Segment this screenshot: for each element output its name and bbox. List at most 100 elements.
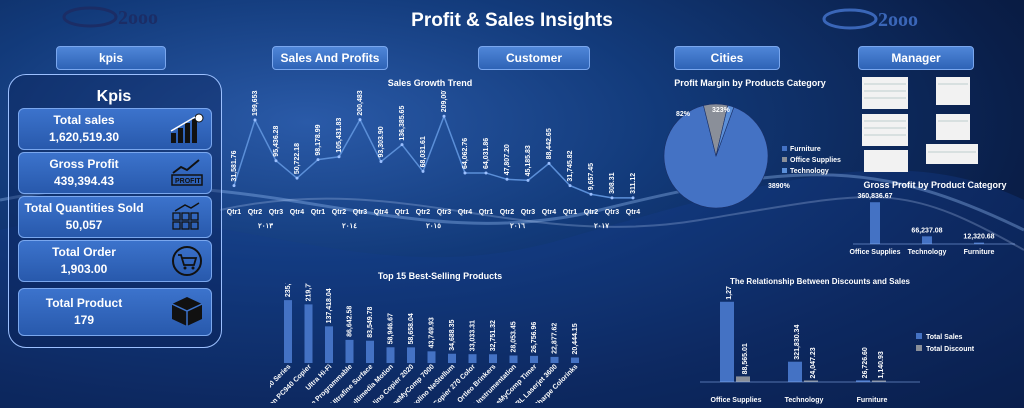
ds-data-label: 321,830.34 — [794, 325, 801, 360]
nav-cities-button[interactable]: Cities — [674, 46, 780, 70]
nav-manager-button[interactable]: Manager — [858, 46, 974, 70]
sales-data-label: 64,062.76 — [462, 138, 469, 169]
kpi-value: 1,903.00 — [60, 262, 108, 276]
quarter-tick-label: Qtr4 — [458, 209, 473, 216]
kpi-label: Total Order — [52, 245, 116, 259]
kpi-label: Gross Profit — [49, 157, 119, 171]
quarter-tick-label: Qtr4 — [374, 209, 389, 216]
sales-data-label: 98,178.99 — [315, 124, 322, 155]
pie-label-office: 323% — [712, 107, 731, 114]
gp-data-label: 12,320.68 — [963, 234, 994, 241]
product-bar — [304, 304, 313, 363]
product-bar — [427, 351, 436, 363]
nav-customer-button[interactable]: Customer — [478, 46, 590, 70]
product-data-label: 28,053.45 — [511, 321, 518, 352]
product-bar — [550, 356, 559, 363]
pie-slice — [715, 105, 735, 157]
product-data-label: 33,033.31 — [470, 320, 477, 351]
quarter-tick-label: Qtr1 — [479, 209, 494, 216]
sales-data-label: 311.12 — [630, 173, 637, 194]
sales-point — [295, 176, 299, 180]
kpi-label: Total sales — [53, 113, 115, 127]
quarter-tick-label: Qtr4 — [542, 209, 557, 216]
kpi-label: Total Quantities Sold — [24, 201, 144, 215]
brand-logo-left: 2ooo — [62, 6, 158, 29]
sales-data-label: 209,007.95 — [441, 90, 448, 112]
sales-growth-title: Sales Growth Trend — [387, 78, 473, 88]
sales-point — [484, 171, 488, 175]
quarter-tick-label: Qtr2 — [416, 209, 431, 216]
product-data-label: 26,756.96 — [531, 322, 538, 353]
nav-sales-profits-button[interactable]: Sales And Profits — [272, 46, 388, 70]
quarter-tick-label: Qtr3 — [269, 209, 284, 216]
gp-category-label: Furniture — [964, 249, 995, 256]
quarter-tick-label: Qtr2 — [500, 209, 515, 216]
sales-data-label: 105,431.83 — [336, 118, 343, 153]
product-data-label: 32,751.32 — [490, 320, 497, 351]
product-data-label: 34,688.35 — [449, 320, 456, 351]
product-data-label: 20,444.15 — [572, 323, 579, 354]
gross-profit-bar-chart: 360,836.67 Office Supplies 66,237.08 Techno… — [850, 193, 1015, 256]
svg-text:PROFIT: PROFIT — [175, 178, 201, 185]
sales-point — [253, 118, 257, 122]
sales-data-label: 64,031.86 — [483, 138, 490, 169]
sales-data-label: 45,185.83 — [525, 145, 532, 176]
kpi-value: 50,057 — [65, 218, 103, 232]
gp-data-label: 66,237.08 — [911, 227, 942, 234]
top-products-title: Top 15 Best-Selling Products — [377, 271, 503, 281]
ds-legend-swatch — [916, 333, 922, 339]
brand-logo-right: 2ooo — [822, 8, 918, 31]
ds-bar — [720, 301, 734, 382]
quarter-tick-label: Qtr3 — [605, 209, 620, 216]
ds-data-label: 88,565.01 — [742, 343, 749, 374]
legend-swatch — [782, 168, 787, 173]
sales-data-label: 68,031.61 — [420, 136, 427, 167]
sales-point — [589, 192, 593, 196]
quarter-tick-label: Qtr4 — [290, 209, 305, 216]
nav-kpis-button[interactable]: kpis — [56, 46, 166, 70]
product-data-label: 58,946.67 — [388, 313, 395, 344]
kpi-value: 439,394.43 — [53, 174, 115, 188]
kpi-card-total-order[interactable]: Total Order 1,903.00 — [18, 240, 212, 282]
kpi-card-total-quantities[interactable]: Total Quantities Sold 50,057 — [18, 196, 212, 238]
quarter-tick-label: Qtr4 — [626, 209, 641, 216]
gp-category-label: Technology — [908, 249, 947, 256]
box-icon — [171, 297, 203, 326]
sales-bars-icon — [170, 113, 204, 143]
pie-slice — [663, 105, 769, 209]
ds-legend-label: Total Sales — [926, 334, 963, 341]
product-bar — [530, 355, 538, 363]
kpi-card-total-product[interactable]: Total Product 179 — [18, 288, 212, 336]
gp-category-label: Office Supplies — [850, 249, 901, 256]
svg-text:2ooo: 2ooo — [878, 9, 918, 31]
legend-label: Furniture — [790, 146, 821, 153]
kpi-card-total-sales[interactable]: Total sales 1,620,519.30 — [18, 108, 212, 150]
sales-data-label: 47,807.20 — [504, 144, 511, 175]
product-category-label: Ortleo Brinkers — [456, 363, 497, 403]
sales-point — [421, 169, 425, 173]
legend-swatch — [782, 157, 787, 162]
product-data-label: 137,418.04 — [326, 288, 333, 323]
profit-margin-pie-chart: 3890% 323% 82% Furniture Office Supplies Tech… — [663, 103, 841, 209]
ds-data-label: 1,271,962.36 — [726, 286, 733, 300]
year-group-label: ٢٠١٦ — [510, 223, 525, 230]
product-data-label: 86,642.58 — [347, 306, 354, 337]
gp-bar — [870, 202, 880, 244]
ds-bar — [872, 380, 886, 382]
profit-chart-icon: PROFIT — [171, 159, 203, 186]
discount-sales-title: The Relationship Between Discounts and S… — [729, 277, 911, 286]
sales-point — [610, 196, 614, 200]
ds-category-label: Technology — [785, 397, 824, 404]
pie-label-technology: 82% — [676, 111, 691, 118]
sales-data-label: 308.31 — [609, 172, 616, 194]
sales-data-label: 31,581.76 — [231, 150, 238, 181]
sales-point — [631, 196, 635, 200]
kpi-value: 179 — [73, 313, 95, 327]
kpi-heading: Kpis — [96, 88, 132, 105]
kpi-label: Total Product — [45, 296, 123, 310]
discount-sales-bar-chart: 1,271,962.36 88,565.01 Office Supplies 321,… — [700, 286, 975, 404]
ds-bar — [788, 361, 802, 382]
kpi-card-gross-profit[interactable]: Gross Profit 439,394.43 PROFIT — [18, 152, 212, 194]
top-products-bar-chart: 235,782.41HP Laserjet 2600 Series219,773… — [270, 283, 579, 403]
quarter-tick-label: Qtr3 — [437, 209, 452, 216]
